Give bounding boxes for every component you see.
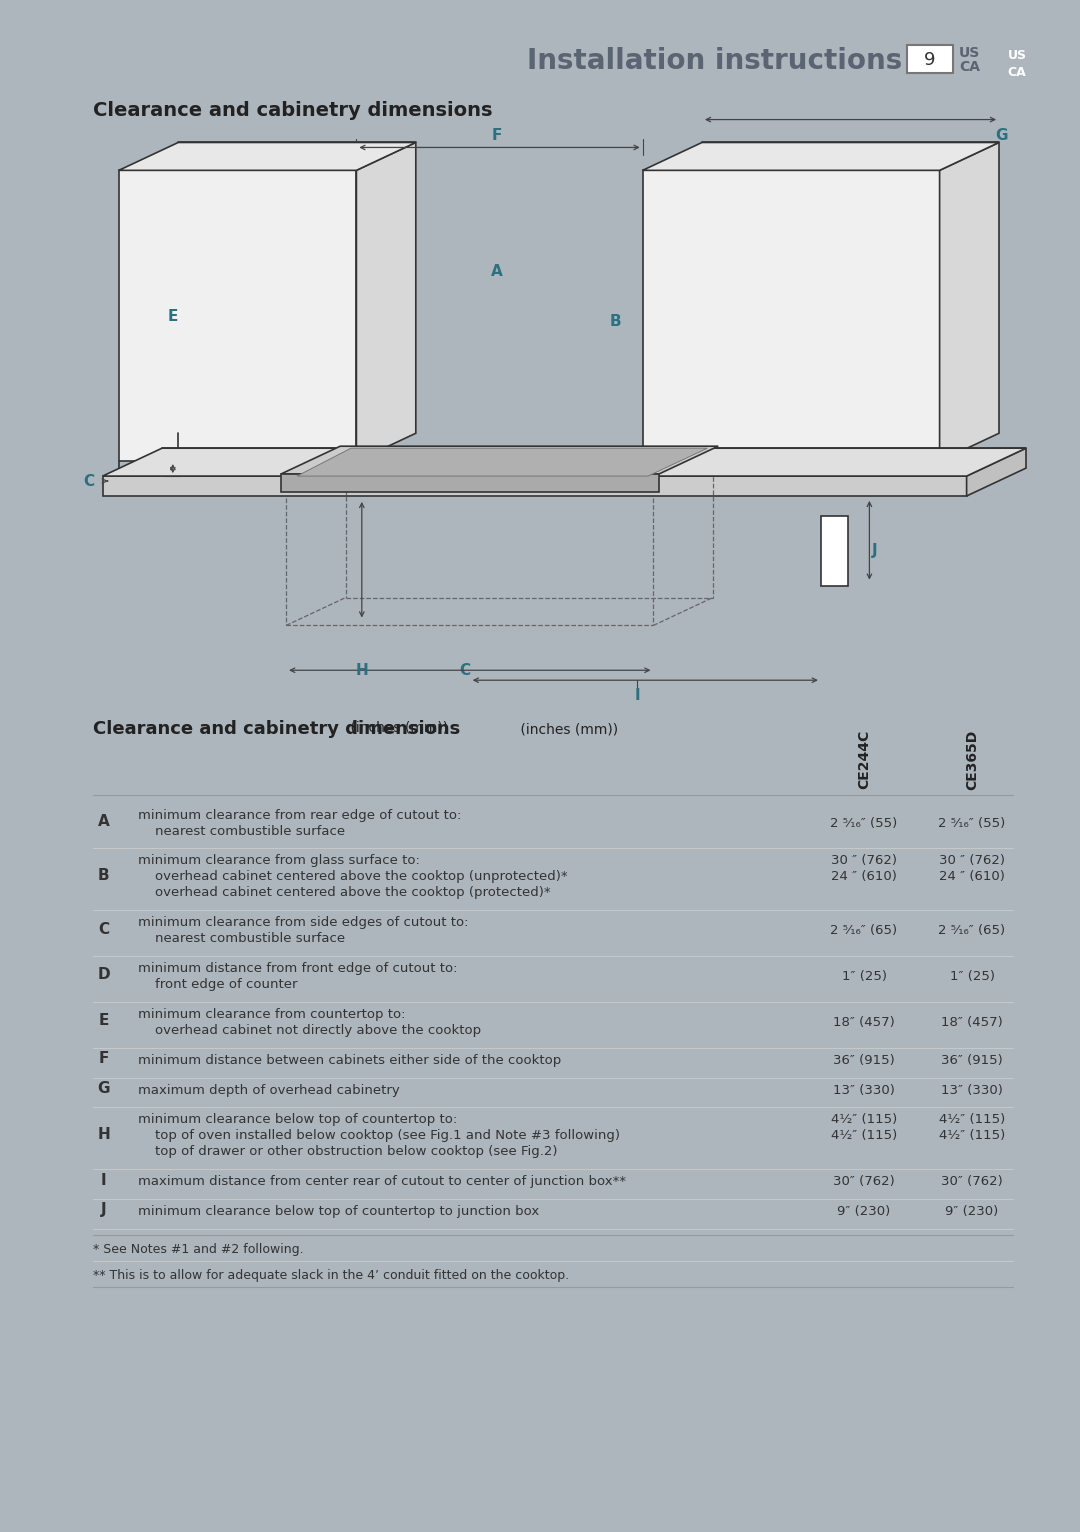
Text: overhead cabinet not directly above the cooktop: overhead cabinet not directly above the … [138, 1023, 482, 1037]
Text: F: F [491, 129, 502, 142]
Text: 24 ″ (610): 24 ″ (610) [940, 870, 1004, 884]
Text: 2 ⁵⁄₁₆″ (65): 2 ⁵⁄₁₆″ (65) [939, 924, 1005, 938]
Text: 18″ (457): 18″ (457) [941, 1016, 1003, 1030]
Polygon shape [281, 446, 718, 473]
Text: 24 ″ (610): 24 ″ (610) [832, 870, 896, 884]
Text: overhead cabinet centered above the cooktop (protected)*: overhead cabinet centered above the cook… [138, 887, 551, 899]
Text: B: B [610, 314, 621, 329]
Text: G: G [995, 129, 1008, 142]
Text: 4½″ (115): 4½″ (115) [939, 1114, 1005, 1126]
Text: H: H [355, 663, 368, 677]
Text: 30 ″ (762): 30 ″ (762) [939, 855, 1005, 867]
Text: C: C [98, 922, 109, 936]
Text: Installation instructions: Installation instructions [527, 47, 902, 75]
Text: 30″ (762): 30″ (762) [941, 1175, 1003, 1189]
Polygon shape [940, 142, 999, 461]
Polygon shape [643, 170, 940, 461]
Polygon shape [119, 170, 356, 461]
Text: minimum distance between cabinets either side of the cooktop: minimum distance between cabinets either… [138, 1054, 562, 1066]
Text: I: I [100, 1172, 107, 1187]
Polygon shape [103, 476, 967, 496]
Polygon shape [281, 473, 659, 492]
Text: 36″ (915): 36″ (915) [833, 1054, 895, 1066]
Text: minimum clearance from rear edge of cutout to:: minimum clearance from rear edge of cuto… [138, 809, 461, 821]
Text: J: J [100, 1203, 107, 1218]
Text: nearest combustible surface: nearest combustible surface [138, 931, 346, 945]
Text: top of oven installed below cooktop (see Fig.1 and Note #3 following): top of oven installed below cooktop (see… [138, 1129, 620, 1143]
Bar [994, 44, 1037, 95]
Text: top of drawer or other obstruction below cooktop (see Fig.2): top of drawer or other obstruction below… [138, 1146, 557, 1158]
Text: F: F [98, 1051, 109, 1066]
Text: maximum distance from center rear of cutout to center of junction box**: maximum distance from center rear of cut… [138, 1175, 626, 1189]
Text: E: E [98, 1013, 109, 1028]
Text: 2 ⁵⁄₁₆″ (55): 2 ⁵⁄₁₆″ (55) [939, 817, 1005, 830]
Polygon shape [967, 449, 1026, 496]
Text: 4½″ (115): 4½″ (115) [831, 1114, 897, 1126]
Text: minimum clearance from side edges of cutout to:: minimum clearance from side edges of cut… [138, 916, 469, 930]
Text: minimum distance from front edge of cutout to:: minimum distance from front edge of cuto… [138, 962, 458, 974]
Text: 30″ (762): 30″ (762) [833, 1175, 895, 1189]
Text: 9: 9 [924, 51, 935, 69]
Text: front edge of counter: front edge of counter [138, 977, 298, 991]
Polygon shape [103, 449, 1026, 476]
Text: Clearance and cabinetry dimensions: Clearance and cabinetry dimensions [93, 720, 460, 738]
Text: minimum clearance below top of countertop to:: minimum clearance below top of counterto… [138, 1114, 458, 1126]
Text: I: I [634, 688, 640, 703]
Text: 1″ (25): 1″ (25) [949, 970, 995, 984]
Text: minimum clearance from countertop to:: minimum clearance from countertop to: [138, 1008, 406, 1020]
Text: nearest combustible surface: nearest combustible surface [138, 824, 346, 838]
Text: (inches (mm)): (inches (mm)) [516, 722, 619, 735]
Text: overhead cabinet centered above the cooktop (unprotected)*: overhead cabinet centered above the cook… [138, 870, 568, 884]
Polygon shape [297, 449, 707, 476]
Text: US: US [959, 46, 981, 60]
Text: 2 ⁵⁄₁₆″ (65): 2 ⁵⁄₁₆″ (65) [831, 924, 897, 938]
Text: CE365D: CE365D [966, 731, 978, 791]
Polygon shape [119, 142, 416, 170]
Polygon shape [356, 142, 416, 461]
Text: * See Notes #1 and #2 following.: * See Notes #1 and #2 following. [93, 1242, 303, 1256]
Bar [821, 516, 848, 585]
Text: D: D [97, 968, 110, 982]
Text: 2 ⁵⁄₁₆″ (55): 2 ⁵⁄₁₆″ (55) [831, 817, 897, 830]
Text: US: US [1008, 49, 1027, 63]
Text: (inches (mm)): (inches (mm)) [346, 720, 448, 734]
Text: 18″ (457): 18″ (457) [833, 1016, 895, 1030]
Text: minimum clearance below top of countertop to junction box: minimum clearance below top of counterto… [138, 1206, 540, 1218]
Text: 13″ (330): 13″ (330) [833, 1083, 895, 1097]
Text: G: G [97, 1082, 110, 1095]
Text: minimum clearance from glass surface to:: minimum clearance from glass surface to: [138, 855, 420, 867]
Text: H: H [97, 1128, 110, 1141]
Text: C: C [459, 663, 470, 677]
Bar [907, 44, 953, 72]
Text: B: B [98, 869, 109, 882]
Text: A: A [98, 813, 109, 829]
Text: Clearance and cabinetry dimensions: Clearance and cabinetry dimensions [93, 101, 492, 119]
Text: ** This is to allow for adequate slack in the 4’ conduit fitted on the cooktop.: ** This is to allow for adequate slack i… [93, 1268, 569, 1282]
Text: 4½″ (115): 4½″ (115) [939, 1129, 1005, 1143]
Text: 13″ (330): 13″ (330) [941, 1083, 1003, 1097]
Text: J: J [872, 544, 878, 558]
Text: CA: CA [959, 60, 980, 74]
Text: CE244C: CE244C [858, 731, 870, 789]
Text: D: D [355, 457, 368, 472]
Text: 4½″ (115): 4½″ (115) [831, 1129, 897, 1143]
Polygon shape [643, 142, 999, 170]
Text: 36″ (915): 36″ (915) [941, 1054, 1003, 1066]
Text: CA: CA [1008, 66, 1026, 80]
Text: 30 ″ (762): 30 ″ (762) [831, 855, 897, 867]
Text: maximum depth of overhead cabinetry: maximum depth of overhead cabinetry [138, 1083, 400, 1097]
Text: A: A [491, 265, 502, 279]
Text: 9″ (230): 9″ (230) [945, 1206, 999, 1218]
Text: 1″ (25): 1″ (25) [841, 970, 887, 984]
Text: 9″ (230): 9″ (230) [837, 1206, 891, 1218]
Text: C: C [83, 473, 94, 489]
Text: E: E [167, 309, 178, 325]
